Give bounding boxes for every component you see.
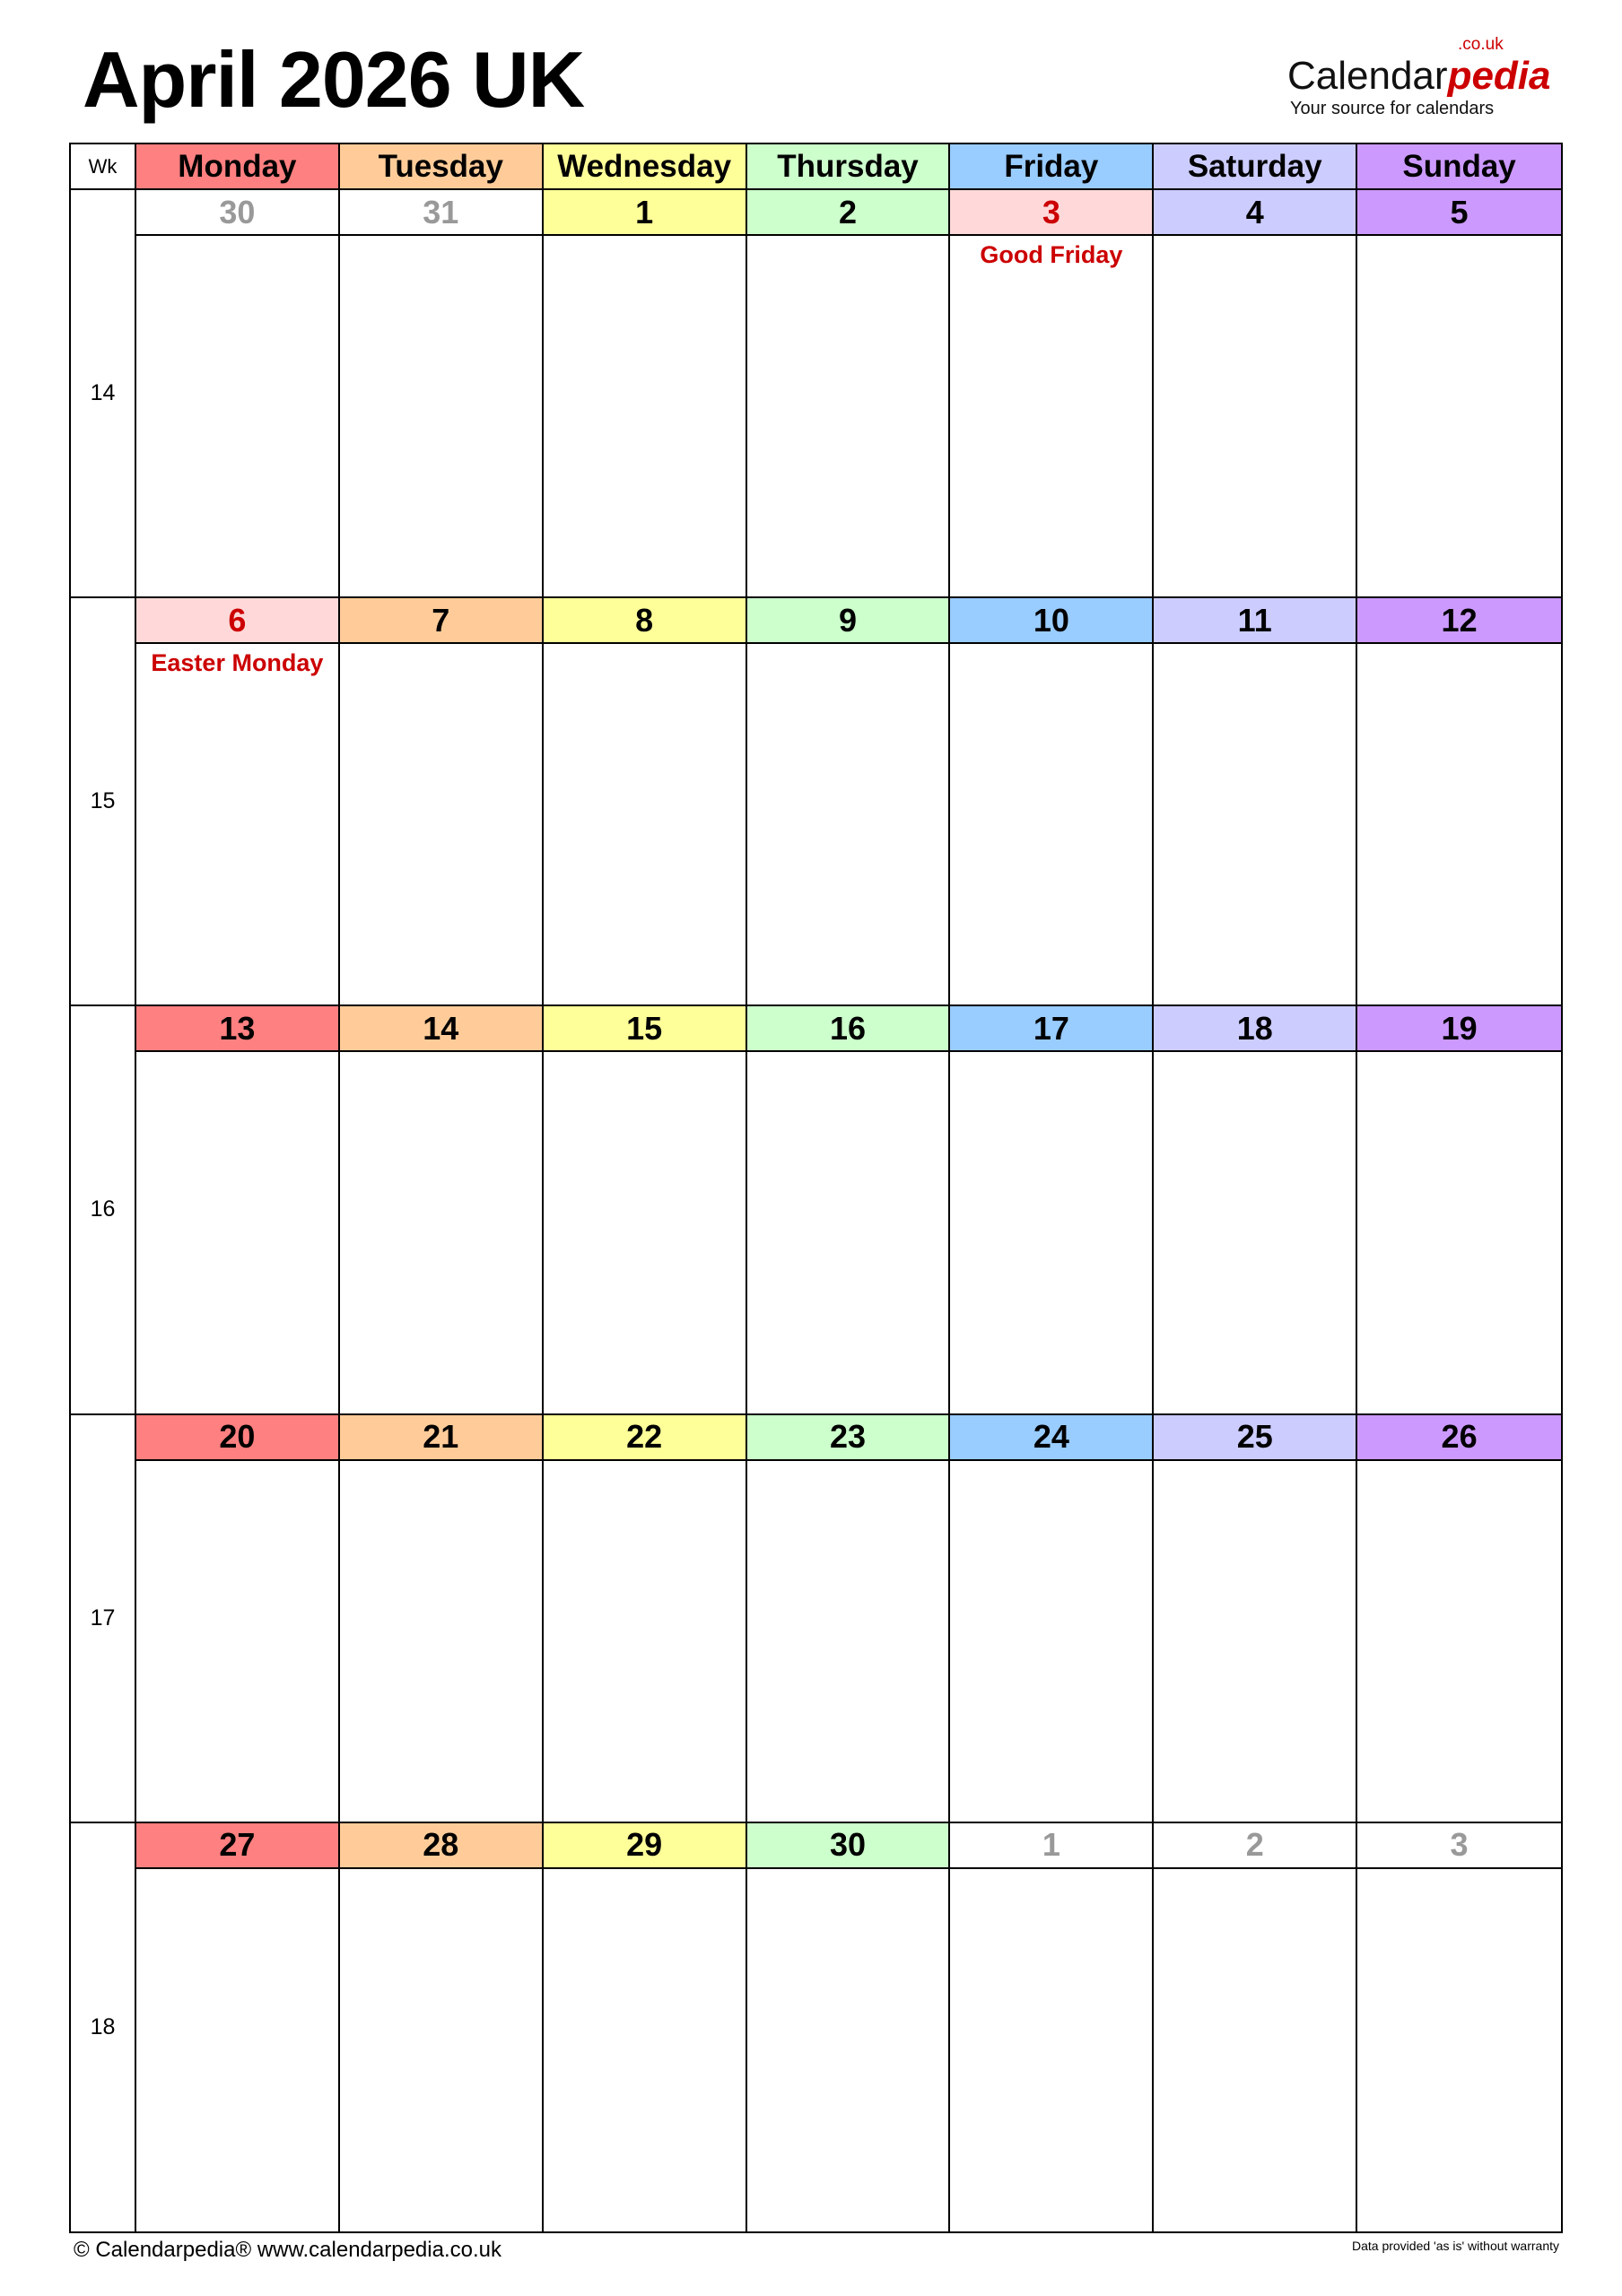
day-cell: 19 bbox=[1357, 1006, 1561, 1415]
day-header-monday: Monday bbox=[136, 144, 340, 190]
date-number: 4 bbox=[1154, 190, 1356, 236]
week-number: 17 bbox=[71, 1414, 136, 1823]
date-number: 31 bbox=[339, 190, 542, 236]
date-number: 1 bbox=[950, 1822, 1153, 1869]
date-number: 26 bbox=[1357, 1414, 1561, 1461]
day-cell: 1 bbox=[543, 190, 747, 599]
date-number: 28 bbox=[339, 1822, 542, 1869]
date-number: 19 bbox=[1357, 1006, 1561, 1053]
calendarpedia-logo: .co.uk Calendarpedia Your source for cal… bbox=[1287, 36, 1574, 122]
date-number: 3 bbox=[1357, 1822, 1561, 1869]
date-number: 30 bbox=[746, 1822, 949, 1869]
page-title: April 2026 UK bbox=[83, 35, 585, 124]
day-cell: 4 bbox=[1154, 190, 1358, 599]
day-header-friday: Friday bbox=[950, 144, 1155, 190]
day-cell: 1 bbox=[950, 1822, 1155, 2231]
day-cell: 20 bbox=[136, 1414, 340, 1823]
day-cell: 22 bbox=[543, 1414, 747, 1823]
date-number: 2 bbox=[1154, 1822, 1356, 1869]
date-number: 30 bbox=[136, 190, 338, 236]
day-cell: 8 bbox=[543, 598, 747, 1007]
day-cell: 16 bbox=[746, 1006, 951, 1415]
day-cell: 2 bbox=[746, 190, 951, 599]
day-cell: 27 bbox=[136, 1822, 340, 2231]
date-number: 14 bbox=[339, 1006, 542, 1053]
date-number: 12 bbox=[1357, 598, 1561, 645]
day-cell: 30 bbox=[746, 1822, 951, 2231]
day-cell: 9 bbox=[746, 598, 951, 1007]
logo-wordmark: Calendarpedia bbox=[1287, 54, 1551, 98]
day-cell: 2 bbox=[1154, 1822, 1358, 2231]
day-cell: 21 bbox=[339, 1414, 544, 1823]
date-number: 15 bbox=[543, 1006, 746, 1053]
week-number: 18 bbox=[71, 1822, 136, 2231]
week-number: 15 bbox=[71, 598, 136, 1007]
date-number: 5 bbox=[1357, 190, 1561, 236]
week-column-header: Wk bbox=[71, 144, 136, 190]
date-number: 8 bbox=[543, 598, 746, 645]
date-number: 24 bbox=[950, 1414, 1153, 1461]
date-number: 11 bbox=[1154, 598, 1356, 645]
date-number: 18 bbox=[1154, 1006, 1356, 1053]
holiday-label: Easter Monday bbox=[151, 649, 324, 677]
day-cell: 10 bbox=[950, 598, 1155, 1007]
footer-disclaimer: Data provided 'as is' without warranty bbox=[1351, 2239, 1559, 2253]
day-header-wednesday: Wednesday bbox=[543, 144, 747, 190]
day-cell: 26 bbox=[1357, 1414, 1561, 1823]
day-cell: 13 bbox=[136, 1006, 340, 1415]
date-number: 9 bbox=[746, 598, 949, 645]
date-number: 27 bbox=[136, 1822, 338, 1869]
day-cell: 23 bbox=[746, 1414, 951, 1823]
day-cell: 3 Good Friday bbox=[950, 190, 1155, 599]
day-header-saturday: Saturday bbox=[1154, 144, 1358, 190]
footer-copyright: © Calendarpedia® www.calendarpedia.co.uk bbox=[74, 2238, 501, 2262]
date-number: 1 bbox=[543, 190, 746, 236]
date-number: 21 bbox=[339, 1414, 542, 1461]
date-number: 17 bbox=[950, 1006, 1153, 1053]
day-cell: 12 bbox=[1357, 598, 1561, 1007]
day-cell: 14 bbox=[339, 1006, 544, 1415]
day-cell: 28 bbox=[339, 1822, 544, 2231]
day-cell: 7 bbox=[339, 598, 544, 1007]
date-number: 6 bbox=[136, 598, 338, 645]
day-cell: 25 bbox=[1154, 1414, 1358, 1823]
day-cell: 18 bbox=[1154, 1006, 1358, 1415]
date-number: 3 bbox=[950, 190, 1153, 236]
day-cell: 5 bbox=[1357, 190, 1561, 599]
date-number: 20 bbox=[136, 1414, 338, 1461]
date-number: 16 bbox=[746, 1006, 949, 1053]
day-cell: 11 bbox=[1154, 598, 1358, 1007]
day-header-thursday: Thursday bbox=[746, 144, 951, 190]
day-cell: 6 Easter Monday bbox=[136, 598, 340, 1007]
day-cell: 3 bbox=[1357, 1822, 1561, 2231]
date-number: 2 bbox=[746, 190, 949, 236]
week-number: 14 bbox=[71, 190, 136, 599]
logo-domain: .co.uk bbox=[1458, 35, 1504, 54]
day-cell: 30 bbox=[136, 190, 340, 599]
date-number: 25 bbox=[1154, 1414, 1356, 1461]
day-cell: 17 bbox=[950, 1006, 1155, 1415]
day-header-sunday: Sunday bbox=[1357, 144, 1561, 190]
logo-tagline: Your source for calendars bbox=[1290, 99, 1495, 118]
day-cell: 29 bbox=[543, 1822, 747, 2231]
date-number: 22 bbox=[543, 1414, 746, 1461]
day-cell: 31 bbox=[339, 190, 544, 599]
date-number: 7 bbox=[339, 598, 542, 645]
date-number: 29 bbox=[543, 1822, 746, 1869]
week-number: 16 bbox=[71, 1006, 136, 1415]
day-cell: 24 bbox=[950, 1414, 1155, 1823]
calendar-grid: Wk Monday Tuesday Wednesday Thursday Friday Sa… bbox=[69, 143, 1563, 2233]
holiday-label: Good Friday bbox=[980, 241, 1123, 268]
date-number: 10 bbox=[950, 598, 1153, 645]
date-number: 13 bbox=[136, 1006, 338, 1053]
day-header-tuesday: Tuesday bbox=[339, 144, 544, 190]
day-cell: 15 bbox=[543, 1006, 747, 1415]
date-number: 23 bbox=[746, 1414, 949, 1461]
